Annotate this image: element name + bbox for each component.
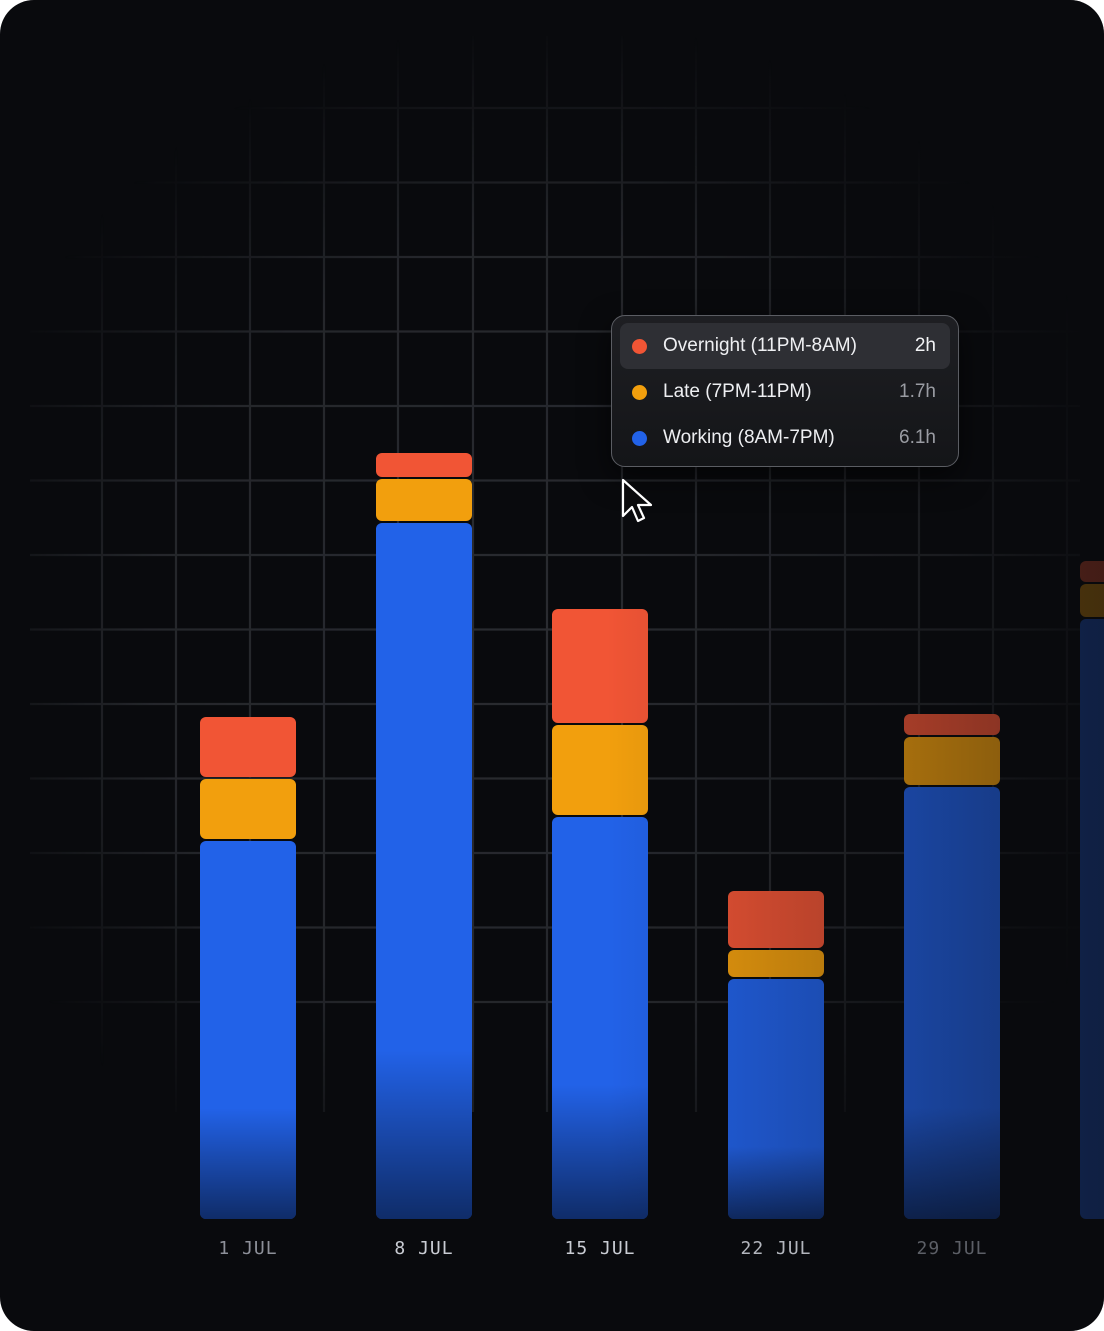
tooltip-value: 2h [914,335,936,356]
bar-shade [376,451,472,1219]
tooltip-label: Late (7PM-11PM) [663,381,812,402]
tooltip-label: Overnight (11PM-8AM) [663,335,857,356]
mouse-pointer-icon [621,478,653,523]
x-tick-label: 15 JUL [564,1238,636,1259]
bar-shade [552,607,648,1219]
chart-tooltip: Overnight (11PM-8AM) 2h Late (7PM-11PM) … [611,315,959,467]
tooltip-label: Working (8AM-7PM) [663,427,835,448]
overnight-legend-dot-icon [632,338,647,354]
tooltip-value: 1.7h [899,381,936,402]
x-tick-label: 1 JUL [218,1238,278,1259]
late-legend-dot-icon [632,384,647,400]
bar-shade [728,889,824,1219]
bar-shade [904,712,1000,1219]
tooltip-row-overnight: Overnight (11PM-8AM) 2h [620,323,950,369]
x-tick-label: 22 JUL [740,1238,812,1259]
tooltip-value: 6.1h [899,427,936,448]
x-tick-label: 8 JUL [394,1238,454,1259]
partial-bar-segment-late[interactable] [1080,584,1104,617]
tooltip-row-working: Working (8AM-7PM) 6.1h [620,415,950,461]
bar-shade [200,715,296,1219]
working-legend-dot-icon [632,430,647,446]
x-axis-tick-labels: 1 JUL 8 JUL 15 JUL 22 JUL 29 JUL [0,1238,1104,1268]
partial-bar-segment-overnight[interactable] [1080,561,1104,582]
partial-bar-segment-working[interactable] [1080,619,1104,1219]
tooltip-row-late: Late (7PM-11PM) 1.7h [620,369,950,415]
x-tick-label: 29 JUL [916,1238,988,1259]
